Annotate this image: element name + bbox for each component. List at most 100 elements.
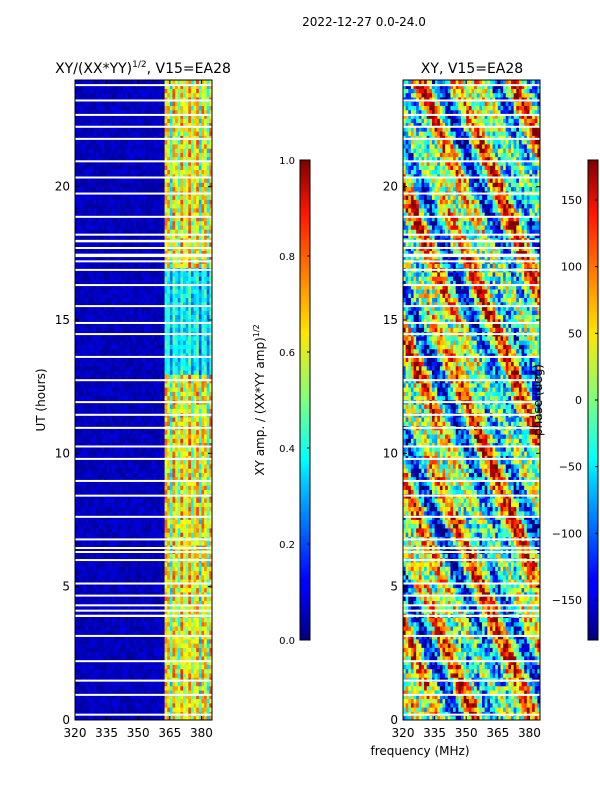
- heatmap-cell: [132, 336, 136, 341]
- heatmap-cell: [82, 464, 86, 469]
- heatmap-cell: [209, 446, 213, 452]
- heatmap-cell: [135, 566, 139, 572]
- heatmap-cell: [209, 647, 213, 653]
- heatmap-cell: [106, 630, 110, 636]
- heatmap-cell: [196, 570, 200, 576]
- heatmap-cell: [103, 702, 108, 708]
- heatmap-cell: [88, 574, 92, 580]
- heatmap-cell: [140, 702, 144, 708]
- heatmap-cell: [167, 344, 171, 350]
- heatmap-cell: [127, 647, 131, 653]
- heatmap-cell: [185, 587, 189, 593]
- heatmap-cell: [206, 647, 210, 653]
- heatmap-cell: [138, 698, 142, 704]
- heatmap-cell: [103, 502, 108, 508]
- heatmap-cell: [122, 472, 126, 478]
- heatmap-cell: [148, 707, 152, 712]
- heatmap-cell: [90, 451, 94, 456]
- heatmap-cell: [196, 681, 200, 687]
- heatmap-cell: [125, 626, 129, 631]
- heatmap-cell: [188, 583, 192, 589]
- heatmap-cell: [143, 417, 147, 422]
- heatmap-cell: [140, 455, 144, 461]
- heatmap-cell: [106, 540, 110, 546]
- heatmap-cell: [164, 314, 168, 320]
- heatmap-cell: [206, 604, 210, 610]
- heatmap-cell: [177, 404, 181, 409]
- heatmap-cell: [209, 502, 213, 508]
- heatmap-cell: [88, 681, 92, 687]
- heatmap-cell: [106, 442, 110, 448]
- heatmap-cell: [188, 702, 192, 708]
- heatmap-cell: [169, 489, 173, 495]
- heatmap-cell: [119, 438, 123, 444]
- heatmap-cell: [183, 523, 187, 529]
- heatmap-cell: [164, 327, 168, 333]
- heatmap-cell: [177, 570, 181, 576]
- heatmap-cell: [190, 489, 194, 495]
- heatmap-cell: [85, 664, 89, 670]
- heatmap-cell: [198, 647, 202, 653]
- heatmap-cell: [169, 382, 173, 388]
- heatmap-cell: [77, 626, 81, 631]
- heatmap-cell: [206, 583, 210, 589]
- heatmap-cell: [175, 587, 179, 593]
- heatmap-cell: [77, 502, 81, 508]
- heatmap-cell: [88, 442, 92, 448]
- heatmap-cell: [117, 323, 121, 328]
- heatmap-cell: [85, 626, 89, 631]
- heatmap-cell: [172, 643, 176, 648]
- heatmap-cell: [148, 570, 152, 576]
- heatmap-cell: [101, 421, 105, 426]
- heatmap-cell: [111, 574, 115, 580]
- heatmap-cell: [80, 481, 84, 486]
- heatmap-cell: [130, 472, 134, 478]
- heatmap-cell: [75, 446, 79, 452]
- heatmap-cell: [156, 434, 160, 439]
- heatmap-cell: [164, 459, 168, 465]
- heatmap-cell: [119, 656, 123, 661]
- heatmap-cell: [80, 387, 84, 392]
- heatmap-cell: [185, 374, 189, 380]
- heatmap-cell: [109, 523, 113, 529]
- heatmap-cell: [143, 476, 147, 482]
- heatmap-cell: [114, 621, 118, 627]
- heatmap-cell: [175, 314, 179, 320]
- heatmap-cell: [169, 656, 173, 661]
- heatmap-cell: [119, 340, 123, 345]
- heatmap-cell: [196, 421, 200, 426]
- heatmap-cell: [190, 681, 194, 687]
- heatmap-cell: [127, 690, 131, 695]
- heatmap-cell: [180, 647, 184, 653]
- heatmap-cell: [135, 459, 139, 465]
- heatmap-cell: [122, 344, 126, 350]
- heatmap-cell: [109, 681, 113, 687]
- heatmap-cell: [111, 690, 115, 695]
- heatmap-cell: [88, 357, 92, 362]
- heatmap-cell: [185, 434, 189, 439]
- heatmap-cell: [196, 694, 200, 700]
- heatmap-cell: [90, 690, 94, 695]
- heatmap-cell: [98, 468, 102, 473]
- heatmap-cell: [103, 634, 108, 640]
- heatmap-cell: [196, 685, 200, 691]
- heatmap-cell: [109, 451, 113, 456]
- heatmap-cell: [127, 327, 131, 333]
- heatmap-cell: [138, 417, 142, 422]
- heatmap-cell: [167, 519, 171, 525]
- heatmap-cell: [88, 314, 92, 320]
- heatmap-cell: [151, 668, 155, 674]
- heatmap-cell: [185, 417, 189, 422]
- heatmap-cell: [198, 528, 202, 533]
- heatmap-cell: [206, 532, 210, 537]
- heatmap-cell: [193, 519, 197, 525]
- heatmap-cell: [132, 532, 136, 537]
- heatmap-cell: [169, 617, 173, 623]
- heatmap-cell: [180, 348, 184, 354]
- heatmap-cell: [190, 617, 194, 623]
- heatmap-cell: [90, 681, 94, 687]
- heatmap-cell: [140, 574, 144, 580]
- heatmap-cell: [75, 596, 79, 601]
- heatmap-cell: [185, 421, 189, 426]
- heatmap-cell: [188, 600, 192, 606]
